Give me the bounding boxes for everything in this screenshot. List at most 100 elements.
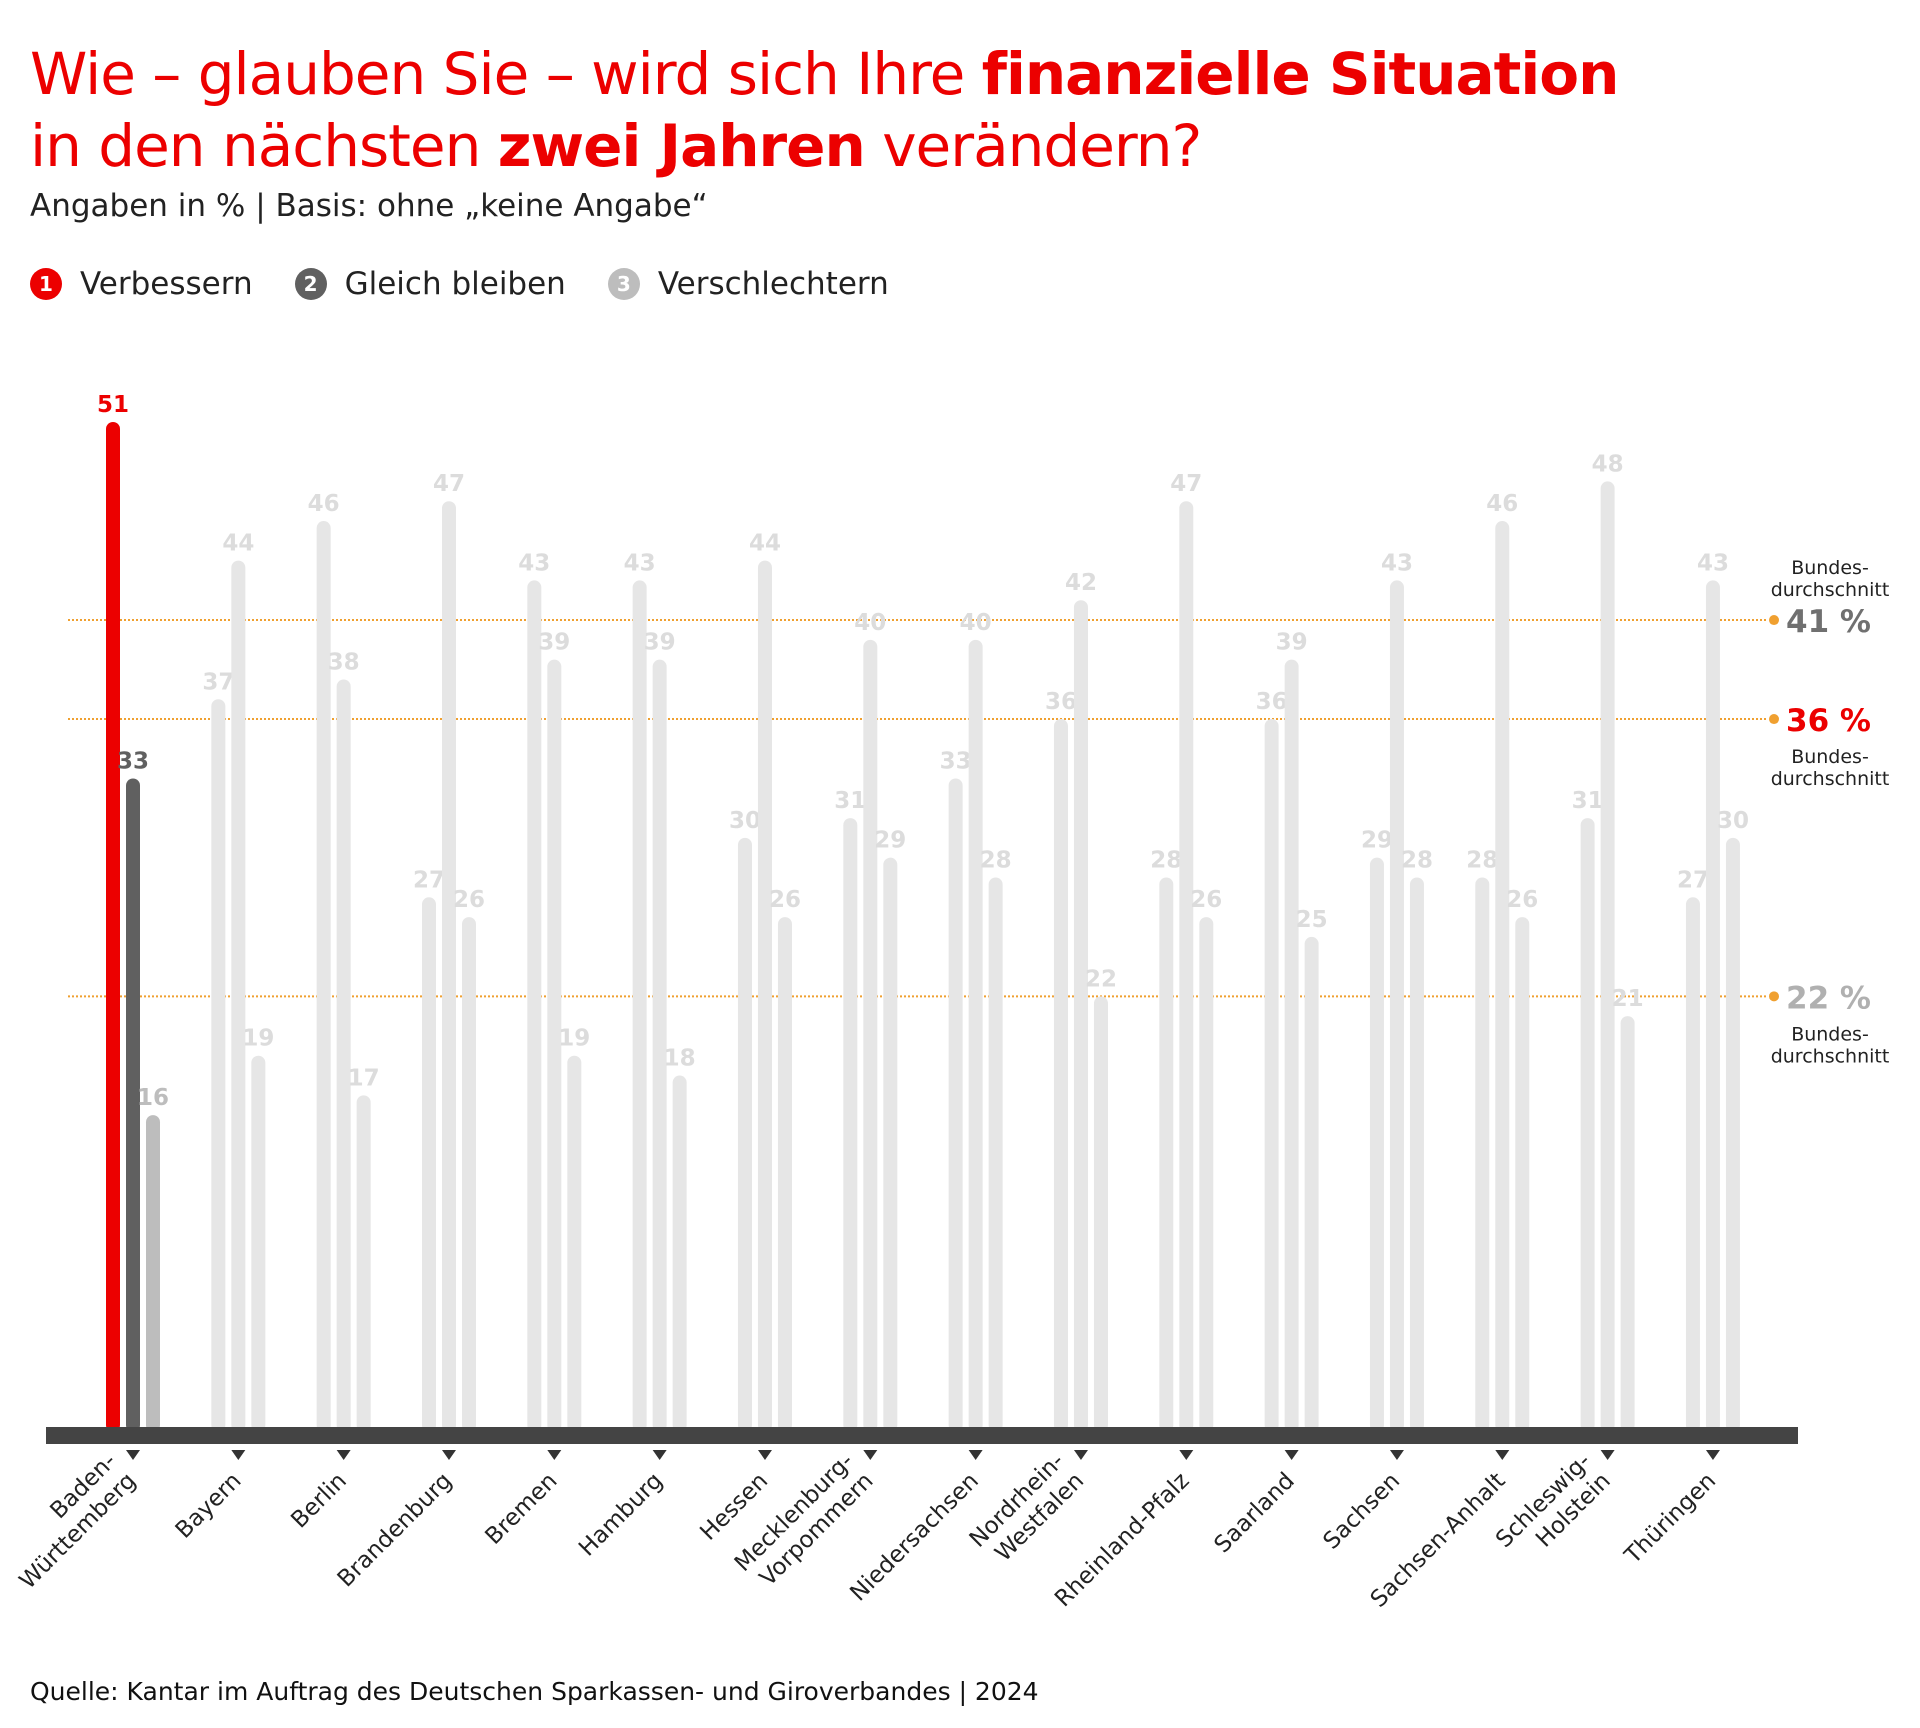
- bar: [1199, 917, 1214, 1432]
- bar-value-label: 21: [1612, 986, 1644, 1012]
- bar: [461, 917, 476, 1432]
- legend-number-badge: 2: [294, 268, 327, 300]
- bar-value-label: 43: [624, 550, 656, 576]
- bar: [1304, 936, 1319, 1432]
- title-line1: Wie – glauben Sie – wird sich Ihre finan…: [30, 40, 1619, 108]
- category-tick-marker: [441, 1450, 456, 1460]
- bar: [1600, 481, 1615, 1433]
- bar: [1389, 580, 1404, 1432]
- bar-value-label: 27: [1677, 867, 1709, 893]
- bar: [441, 501, 456, 1432]
- average-note: durchschnitt: [1771, 1045, 1890, 1067]
- bar: [1284, 659, 1299, 1432]
- bar: [843, 818, 858, 1432]
- legend-item-gleich-bleiben: 2 Gleich bleiben: [294, 266, 566, 302]
- source-note: Quelle: Kantar im Auftrag des Deutschen …: [30, 1677, 1039, 1706]
- bar-value-label: 48: [1592, 451, 1624, 477]
- chart-subtitle: Angaben in % | Basis: ohne „keine Angabe…: [30, 188, 708, 224]
- bar-value-label: 47: [433, 471, 465, 497]
- average-note: Bundes-: [1791, 557, 1869, 579]
- bar-value-label: 33: [117, 748, 149, 774]
- average-note: durchschnitt: [1771, 579, 1890, 601]
- bar: [1159, 877, 1174, 1432]
- bar: [1620, 1016, 1635, 1432]
- average-dot: [1769, 714, 1779, 725]
- bar-value-label: 40: [960, 610, 992, 636]
- average-note: durchschnitt: [1771, 768, 1890, 790]
- bar-value-label: 19: [242, 1026, 274, 1052]
- bar: [231, 560, 246, 1432]
- bar-value-label: 39: [644, 630, 676, 656]
- bar-value-label: 46: [1486, 491, 1518, 517]
- category-label: Bayern: [171, 1468, 247, 1544]
- bar-value-label: 43: [518, 550, 550, 576]
- category-label: Saarland: [1209, 1468, 1299, 1558]
- bar: [737, 837, 752, 1432]
- bar: [863, 639, 878, 1432]
- bar: [632, 580, 647, 1432]
- bar-value-label: 33: [940, 748, 972, 774]
- bar-value-label: 36: [1256, 689, 1288, 715]
- category-tick-marker: [231, 1450, 246, 1460]
- category-tick-marker: [968, 1450, 983, 1460]
- bar-value-label: 44: [222, 531, 254, 557]
- bar-value-label: 16: [137, 1085, 169, 1111]
- bar: [106, 422, 120, 1432]
- title-line1-text: Wie – glauben Sie – wird sich Ihre: [30, 40, 982, 108]
- category-label: Thüringen: [1619, 1468, 1721, 1570]
- bar: [968, 639, 983, 1432]
- bar: [421, 897, 436, 1432]
- bar: [146, 1115, 160, 1432]
- bar: [356, 1095, 371, 1432]
- category-tick-marker: [126, 1450, 140, 1460]
- category-tick-marker: [1073, 1450, 1088, 1460]
- bar: [1264, 719, 1279, 1432]
- bar-value-label: 37: [202, 669, 234, 695]
- chart-title: Wie – glauben Sie – wird sich Ihre finan…: [30, 38, 1619, 182]
- bar-value-label: 19: [558, 1026, 590, 1052]
- bar-value-label: 31: [834, 788, 866, 814]
- bar-value-label: 43: [1697, 550, 1729, 576]
- bar: [948, 778, 963, 1432]
- bar: [1369, 857, 1384, 1432]
- bar: [567, 1055, 582, 1432]
- bar-value-label: 26: [769, 887, 801, 913]
- category-tick-marker: [757, 1450, 772, 1460]
- bar-value-label: 42: [1065, 570, 1097, 596]
- bar-value-label: 38: [328, 649, 360, 675]
- average-value-label: 22 %: [1786, 980, 1871, 1016]
- average-value-label: 41 %: [1786, 604, 1871, 640]
- bar: [1053, 719, 1068, 1432]
- bar-value-label: 28: [1150, 847, 1182, 873]
- bar-value-label: 40: [854, 610, 886, 636]
- legend-item-verschlechtern: 3 Verschlechtern: [607, 266, 889, 302]
- average-dot: [1769, 991, 1779, 1002]
- bar: [1515, 917, 1530, 1432]
- average-value-label: 36 %: [1786, 703, 1871, 739]
- title-line2: in den nächsten zwei Jahren verändern?: [30, 112, 1202, 180]
- bar-value-label: 26: [453, 887, 485, 913]
- bar-value-label: 47: [1170, 471, 1202, 497]
- average-note: Bundes-: [1791, 746, 1869, 768]
- bar-value-label: 22: [1085, 966, 1117, 992]
- category-tick-marker: [1600, 1450, 1615, 1460]
- bar-value-label: 28: [1401, 847, 1433, 873]
- bar: [1725, 837, 1740, 1432]
- bar-value-label: 30: [729, 808, 761, 834]
- legend-number-badge: 3: [607, 268, 640, 300]
- bar-value-label: 27: [413, 867, 445, 893]
- legend-label: Verschlechtern: [657, 266, 889, 302]
- category-label: Bremen: [481, 1468, 563, 1550]
- title-line2-end: verändern?: [864, 112, 1202, 180]
- category-tick-marker: [1705, 1450, 1720, 1460]
- bar: [883, 857, 898, 1432]
- bar: [757, 560, 772, 1432]
- bar: [251, 1055, 266, 1432]
- legend: 1 Verbessern 2 Gleich bleiben 3 Verschle…: [30, 266, 931, 302]
- title-line2-text: in den nächsten: [30, 112, 498, 180]
- bar-value-label: 51: [97, 392, 129, 418]
- bar-value-label: 18: [664, 1046, 696, 1072]
- bar-value-label: 30: [1717, 808, 1749, 834]
- average-note: Bundes-: [1791, 1023, 1869, 1045]
